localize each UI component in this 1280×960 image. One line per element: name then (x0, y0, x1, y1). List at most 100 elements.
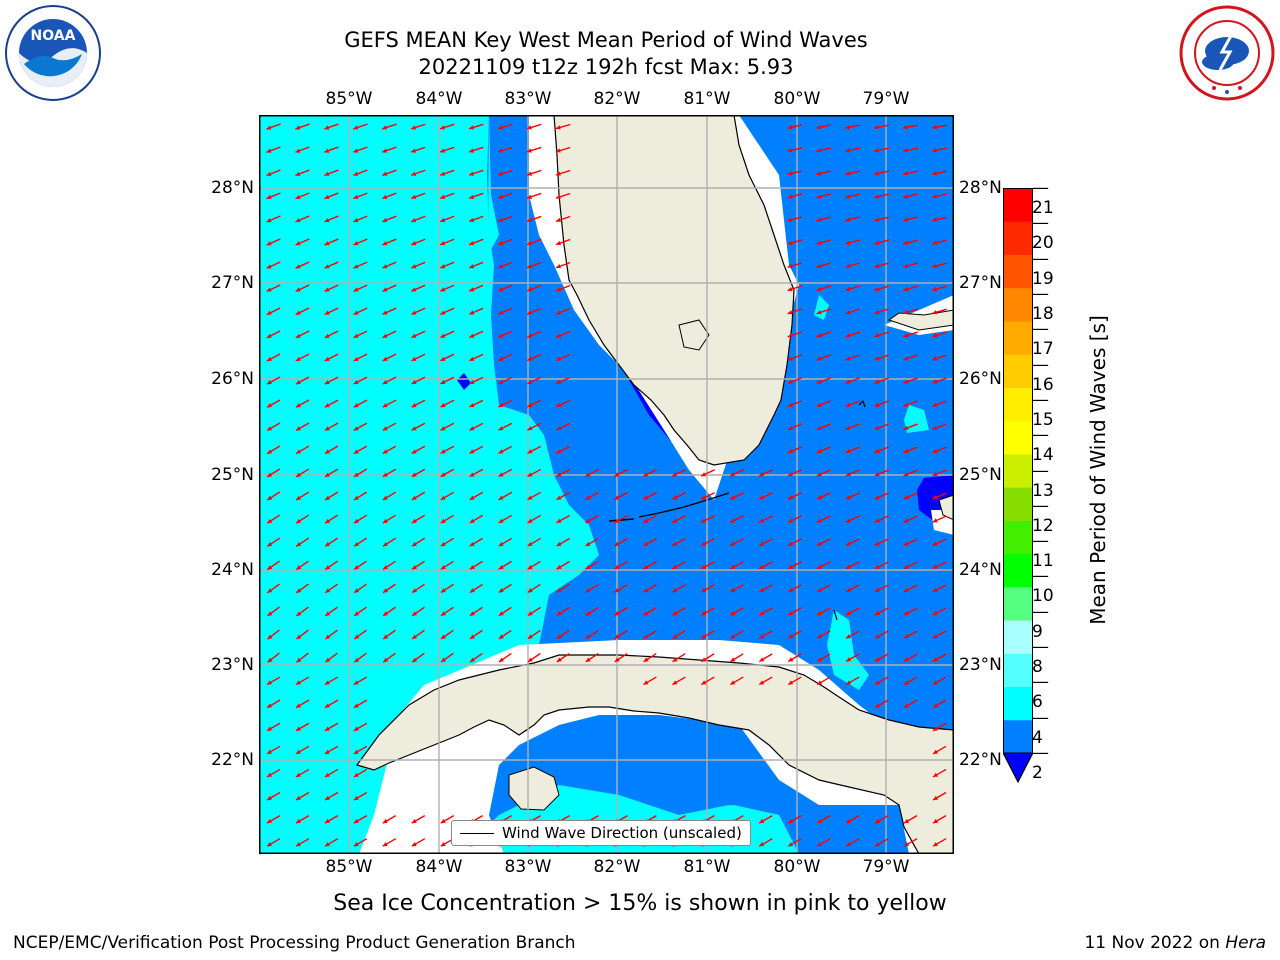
wave-direction-arrowhead (266, 818, 272, 824)
wave-direction-arrowhead (296, 495, 302, 501)
wave-direction-arrowhead (440, 818, 446, 824)
wave-direction-arrowhead (411, 356, 417, 361)
colorbar (1002, 188, 1034, 784)
wave-direction-arrowhead (874, 240, 880, 246)
wave-direction-arrowhead (469, 264, 475, 269)
wave-direction-arrowhead (498, 541, 504, 547)
wave-direction-arrowhead (816, 333, 822, 338)
wave-direction-arrowhead (353, 795, 359, 801)
wave-direction-arrowhead (382, 472, 388, 477)
wave-direction-arrowhead (295, 148, 301, 153)
wave-direction-arrowhead (266, 356, 272, 361)
colorbar-tick-label: — 4 (1032, 707, 1049, 748)
lon-tick-top: 84°W (415, 89, 463, 109)
wave-direction-arrowhead (817, 634, 823, 639)
wave-direction-arrowhead (411, 495, 417, 500)
wave-direction-arrowhead (759, 680, 765, 685)
wave-direction-arrowhead (441, 657, 447, 663)
wave-direction-arrowhead (295, 795, 301, 801)
wave-direction-arrowhead (296, 611, 302, 616)
wave-direction-arrowhead (296, 518, 302, 524)
wave-direction-arrowhead (933, 726, 939, 731)
wave-direction-arrowhead (382, 241, 388, 246)
wave-direction-arrowhead (440, 379, 446, 384)
wave-direction-arrowhead (353, 125, 359, 130)
wave-direction-arrowhead (787, 194, 793, 199)
wave-direction-arrowhead (526, 125, 532, 130)
wave-direction-arrowhead (440, 518, 446, 523)
wave-direction-arrowhead (498, 356, 504, 361)
lon-tick-top: 79°W (862, 89, 910, 109)
wave-direction-arrowhead (556, 541, 562, 546)
florida-keys (608, 492, 730, 522)
wave-direction-arrowhead (382, 217, 388, 223)
wave-direction-arrowhead (787, 310, 793, 315)
wave-direction-arrowhead (296, 472, 302, 477)
wave-direction-arrowhead (817, 842, 823, 847)
wave-direction-arrowhead (382, 171, 388, 176)
wave-direction-arrowhead (555, 217, 561, 223)
colorbar-tick-label: — 2 (1032, 743, 1049, 783)
wave-direction-arrowhead (498, 634, 504, 639)
wave-direction-arrowhead (266, 241, 272, 246)
wave-direction-arrowhead (353, 379, 359, 385)
wave-direction-arrowhead (816, 240, 822, 246)
wave-direction-arrowhead (788, 541, 794, 546)
bahamas-land (938, 494, 954, 521)
wave-direction-arrowhead (324, 287, 330, 292)
wave-direction-arrowhead (788, 657, 794, 662)
wave-direction-arrowhead (353, 449, 359, 454)
wave-direction-arrowhead (296, 634, 302, 640)
lat-tick-left: 23°N (211, 655, 254, 675)
wave-direction-arrowhead (527, 240, 533, 246)
wave-direction-arrowhead (816, 171, 822, 176)
wave-direction-arrowhead (324, 194, 330, 200)
wave-direction-arrowhead (816, 310, 822, 315)
wave-direction-arrowhead (440, 241, 446, 246)
wave-direction-arrowhead (875, 842, 881, 847)
map-legend: Wind Wave Direction (unscaled) (451, 820, 751, 846)
wave-direction-arrowhead (382, 403, 388, 408)
wave-direction-arrowhead (295, 818, 301, 824)
wave-direction-arrowhead (440, 287, 446, 292)
wave-direction-arrowhead (787, 472, 793, 477)
footer-date-text: 11 Nov 2022 on (1084, 933, 1220, 953)
wave-direction-arrowhead (874, 333, 880, 338)
wave-direction-arrowhead (295, 449, 301, 454)
colorbar-tick-label: — 14 (1032, 425, 1054, 466)
wave-direction-arrowhead (469, 287, 475, 292)
colorbar-tick-label: — 18 (1032, 283, 1054, 324)
wave-direction-arrowhead (874, 286, 880, 292)
colorbar-tick-label: — 21 (1032, 178, 1054, 218)
wave-direction-arrowhead (353, 680, 359, 685)
wave-direction-arrowhead (411, 541, 417, 547)
wave-direction-arrowhead (382, 333, 388, 338)
wave-direction-arrowhead (295, 125, 301, 130)
wave-direction-arrowhead (353, 749, 359, 754)
wave-direction-arrowhead (556, 518, 562, 523)
wave-direction-arrowhead (324, 217, 330, 223)
footer-credit: NCEP/EMC/Verification Post Processing Pr… (13, 933, 576, 953)
wave-direction-arrowhead (325, 542, 331, 547)
lat-tick-right: 26°N (959, 369, 1002, 389)
wave-direction-arrowhead (469, 217, 475, 223)
wave-direction-arrowhead (730, 634, 736, 639)
wave-direction-arrowhead (874, 217, 880, 222)
wave-direction-arrowhead (527, 287, 533, 292)
wave-direction-arrowhead (875, 657, 881, 662)
wave-direction-arrowhead (470, 657, 475, 663)
wave-direction-arrowhead (383, 634, 389, 639)
colorbar-tick-label: — 20 (1032, 213, 1054, 254)
wave-direction-arrowhead (874, 379, 880, 384)
lon-tick-bottom: 80°W (773, 857, 821, 877)
wave-direction-arrowhead (295, 749, 301, 754)
colorbar-tick-label: — 11 (1032, 531, 1054, 572)
wave-direction-arrowhead (758, 472, 764, 477)
colorbar-title: Mean Period of Wind Waves [s] (1086, 315, 1110, 625)
colorbar-tick-label: — 13 (1032, 460, 1054, 501)
wave-direction-arrowhead (469, 518, 475, 523)
bahamas-land (833, 399, 866, 621)
wave-direction-arrowhead (816, 472, 822, 477)
wave-direction-arrowhead (295, 264, 301, 269)
wave-direction-arrowhead (469, 125, 474, 130)
